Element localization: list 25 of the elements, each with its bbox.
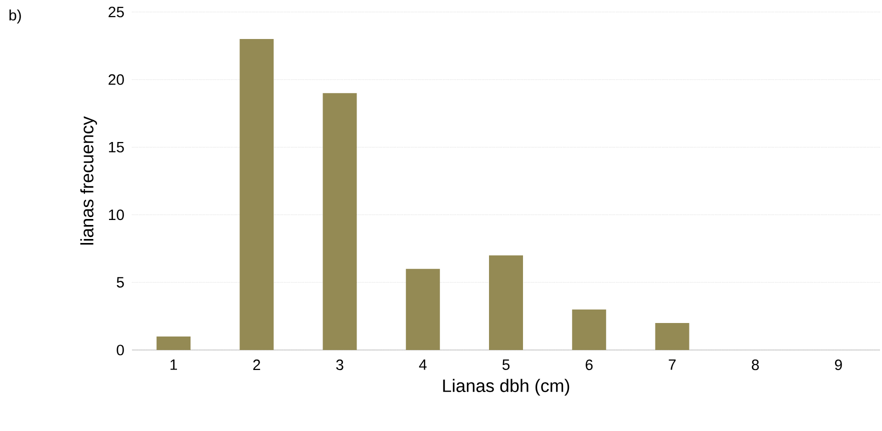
x-tick-label: 6 bbox=[586, 360, 593, 370]
y-tick-label: 10 bbox=[109, 210, 124, 220]
y-tick-label: 0 bbox=[116, 344, 124, 356]
y-tick-label: 15 bbox=[109, 142, 124, 152]
bar bbox=[655, 322, 690, 350]
x-tick-label: 3 bbox=[336, 360, 344, 370]
x-axis-title: Lianas dbh (cm) bbox=[443, 378, 570, 396]
bar bbox=[406, 268, 440, 350]
x-tick-label: 1 bbox=[170, 360, 177, 370]
y-tick-label: 20 bbox=[108, 74, 124, 85]
bar bbox=[322, 93, 357, 350]
x-tick-label: 7 bbox=[668, 360, 676, 370]
x-tick-label: 9 bbox=[834, 360, 842, 370]
y-tick-label: 25 bbox=[108, 6, 124, 18]
y-axis-title: lianas frecuency bbox=[80, 116, 98, 245]
bar bbox=[489, 255, 524, 350]
x-tick-label: 2 bbox=[253, 360, 260, 370]
bar bbox=[240, 39, 274, 350]
x-tick-label: 8 bbox=[752, 360, 759, 370]
bar bbox=[156, 336, 191, 350]
y-tick-label: 5 bbox=[116, 277, 124, 288]
x-tick-label: 5 bbox=[502, 360, 510, 370]
bar bbox=[572, 309, 606, 350]
x-tick-label: 4 bbox=[419, 360, 427, 370]
text: b) bbox=[9, 10, 21, 24]
